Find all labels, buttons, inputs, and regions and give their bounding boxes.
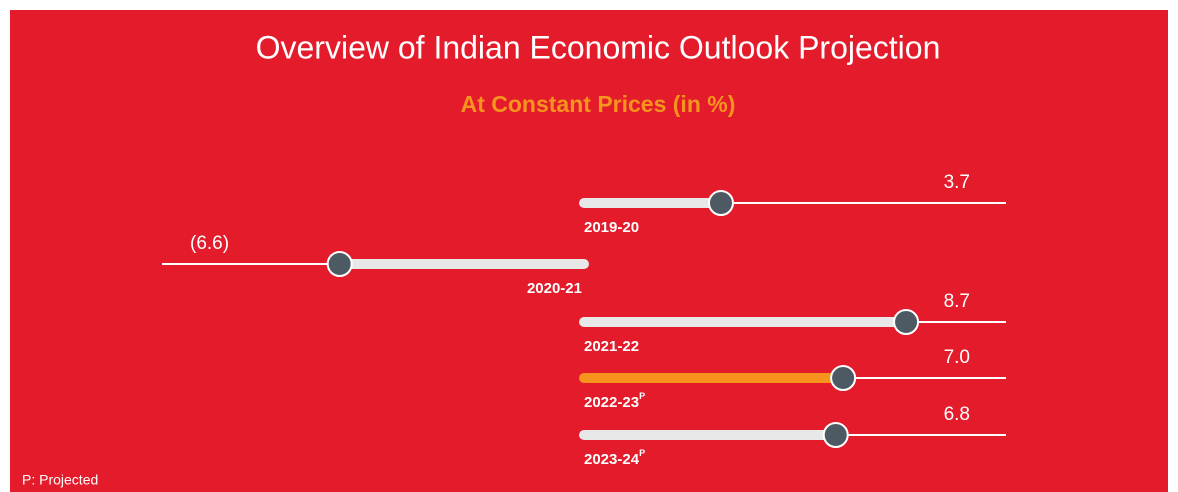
category-label: 2023-24P [584,448,645,468]
category-name: 2022-23 [584,394,639,411]
value-label: (6.6) [190,233,229,254]
marker [707,190,734,216]
value-label: 7.0 [944,347,970,368]
category-label: 2020-21 [527,280,582,297]
marker [822,422,849,448]
category-label: 2019-20 [584,219,639,236]
marker [830,365,857,391]
value-label: 3.7 [944,172,970,193]
category-name: 2019-20 [584,219,639,236]
category-label: 2022-23P [584,391,645,411]
chart-title: Overview of Indian Economic Outlook Proj… [256,29,941,65]
category-name: 2021-22 [584,338,639,355]
marker [326,251,353,277]
category-note: P [639,448,645,458]
category-label: 2021-22 [584,338,639,355]
value-label: 8.7 [944,291,970,312]
footnote: P: Projected [22,472,98,488]
category-note: P [639,391,645,401]
background [10,10,1168,492]
marker [893,309,920,335]
category-name: 2020-21 [527,280,582,297]
category-name: 2023-24 [584,451,640,468]
value-label: 6.8 [944,404,970,425]
chart-subtitle: At Constant Prices (in %) [461,91,736,117]
